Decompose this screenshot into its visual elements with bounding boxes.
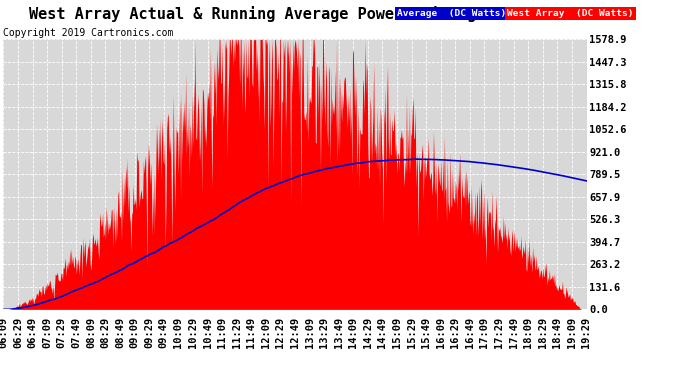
Text: 10:09: 10:09 [173,317,184,348]
Text: 16:09: 16:09 [436,317,446,348]
Text: 12:09: 12:09 [261,317,270,348]
Text: 19:29: 19:29 [582,317,591,348]
Text: 17:49: 17:49 [509,317,519,348]
Text: 14:09: 14:09 [348,317,358,348]
Text: 07:49: 07:49 [71,317,81,348]
Text: 18:29: 18:29 [538,317,548,348]
Text: 07:29: 07:29 [57,317,67,348]
Text: Average  (DC Watts): Average (DC Watts) [397,9,506,18]
Text: 14:29: 14:29 [363,317,373,348]
Text: 17:29: 17:29 [494,317,504,348]
Text: 13:29: 13:29 [319,317,329,348]
Text: 08:29: 08:29 [101,317,110,348]
Text: 09:29: 09:29 [144,317,154,348]
Text: 12:29: 12:29 [275,317,286,348]
Text: 10:29: 10:29 [188,317,198,348]
Text: 08:09: 08:09 [86,317,96,348]
Text: 11:49: 11:49 [246,317,256,348]
Text: West Array  (DC Watts): West Array (DC Watts) [507,9,633,18]
Text: 11:29: 11:29 [232,317,241,348]
Text: 07:09: 07:09 [42,317,52,348]
Text: 09:49: 09:49 [159,317,169,348]
Text: 08:49: 08:49 [115,317,125,348]
Text: West Array Actual & Running Average Power Fri Aug 30 19:31: West Array Actual & Running Average Powe… [28,6,558,22]
Text: 19:09: 19:09 [567,317,577,348]
Text: 06:29: 06:29 [13,317,23,348]
Text: 18:49: 18:49 [553,317,562,348]
Text: 18:09: 18:09 [523,317,533,348]
Text: 14:49: 14:49 [377,317,387,348]
Text: 12:49: 12:49 [290,317,300,348]
Text: Copyright 2019 Cartronics.com: Copyright 2019 Cartronics.com [3,28,174,38]
Text: 16:49: 16:49 [465,317,475,348]
Text: 17:09: 17:09 [480,317,489,348]
Text: 15:49: 15:49 [421,317,431,348]
Text: 16:29: 16:29 [451,317,460,348]
Text: 09:09: 09:09 [130,317,139,348]
Text: 15:09: 15:09 [392,317,402,348]
Text: 15:29: 15:29 [406,317,417,348]
Text: 10:49: 10:49 [203,317,213,348]
Text: 11:09: 11:09 [217,317,227,348]
Text: 06:09: 06:09 [0,317,8,348]
Text: 13:49: 13:49 [334,317,344,348]
Text: 13:09: 13:09 [304,317,315,348]
Text: 06:49: 06:49 [28,317,37,348]
